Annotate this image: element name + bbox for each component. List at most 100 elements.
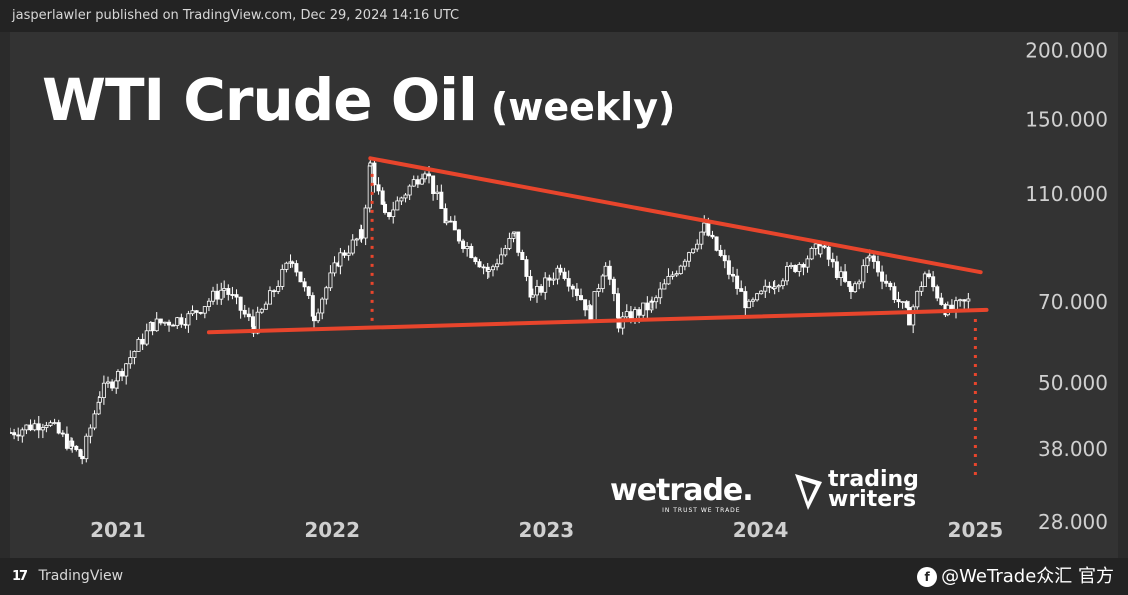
published-header: jasperlawler published on TradingView.co… xyxy=(0,0,1128,32)
candle-body xyxy=(461,240,466,249)
candle-body xyxy=(927,273,932,278)
candle-body xyxy=(534,286,539,296)
candle-body xyxy=(399,197,404,202)
candle-body xyxy=(36,423,41,431)
candle-body xyxy=(530,294,535,298)
candle-body xyxy=(12,432,17,436)
candle-body xyxy=(620,316,625,329)
candle-body xyxy=(776,285,781,288)
candle-body xyxy=(230,294,235,296)
candle-body xyxy=(78,449,83,457)
candle-body xyxy=(255,311,260,334)
candle-body xyxy=(848,286,853,293)
candle-body xyxy=(641,302,646,316)
candle-body xyxy=(763,285,768,292)
candle-body xyxy=(422,173,427,180)
trendline-lower[interactable] xyxy=(206,307,989,335)
candle-body xyxy=(826,246,831,260)
candle-body xyxy=(809,248,814,260)
chart-area[interactable]: 200.000 150.000 110.000 70.000 50.000 38.000 2… xyxy=(10,32,1118,558)
candle-body xyxy=(452,220,457,231)
candle-body xyxy=(650,300,655,303)
candle-body xyxy=(958,299,963,302)
candle-body xyxy=(140,338,145,345)
candle-body xyxy=(843,271,848,282)
price-chart[interactable]: 200.000 150.000 110.000 70.000 50.000 38.000 2… xyxy=(10,32,1118,558)
candle-body xyxy=(469,246,474,259)
candle-body xyxy=(939,297,944,305)
candle-body xyxy=(226,288,231,295)
candle-body xyxy=(735,275,740,289)
candle-body xyxy=(954,300,959,311)
trendline-upper[interactable] xyxy=(368,156,983,275)
candle-body xyxy=(202,306,207,314)
candle-body xyxy=(583,299,588,311)
candle-body xyxy=(415,179,420,185)
candle-body xyxy=(574,288,579,296)
candle-body xyxy=(298,271,303,283)
candle-body xyxy=(755,293,760,301)
candle-body xyxy=(74,445,79,450)
candle-body xyxy=(448,220,453,223)
candle-body xyxy=(110,381,115,389)
candle-body xyxy=(346,252,351,256)
watermark-text: @WeTrade众汇 官方 xyxy=(941,566,1114,587)
candle-body xyxy=(171,324,176,327)
footer-bar: 17 TradingView f @WeTrade众汇 官方 xyxy=(0,558,1128,595)
candle-body xyxy=(892,286,897,300)
candle-body xyxy=(718,249,723,256)
candle-body xyxy=(387,212,392,218)
candle-body xyxy=(222,288,227,291)
candle-body xyxy=(658,288,663,299)
candle-body xyxy=(328,272,333,289)
candle-body xyxy=(830,258,835,263)
candle-body xyxy=(853,283,858,293)
candle-body xyxy=(311,315,316,322)
candle-body xyxy=(302,281,307,288)
candle-body xyxy=(637,309,642,316)
candle-body xyxy=(40,427,45,431)
trading-writers-mark-icon xyxy=(795,474,822,510)
candle-body xyxy=(611,278,616,295)
candle-body xyxy=(511,232,516,239)
trendlines xyxy=(206,156,989,478)
candle-body xyxy=(403,194,408,199)
price-tick-label: 200.000 xyxy=(1025,38,1108,62)
candle-body xyxy=(706,222,711,236)
candle-body xyxy=(516,231,521,253)
time-axis: 2021 2022 2023 2024 2025 xyxy=(90,518,1003,542)
candle-body xyxy=(306,286,311,296)
candle-body xyxy=(211,290,216,302)
candle-body xyxy=(162,321,167,324)
candle-body xyxy=(338,252,343,267)
candle-body xyxy=(682,260,687,267)
price-axis: 200.000 150.000 110.000 70.000 50.000 38.000 2… xyxy=(1025,38,1108,534)
candle-body xyxy=(962,299,967,302)
candle-body xyxy=(499,254,504,265)
price-tick-label: 150.000 xyxy=(1025,107,1108,131)
candle-body xyxy=(60,432,65,435)
candle-body xyxy=(847,281,852,287)
candle-body xyxy=(101,382,106,398)
candle-body xyxy=(190,310,195,315)
candle-body xyxy=(439,191,444,209)
candle-body xyxy=(562,271,567,279)
source-watermark: f @WeTrade众汇 官方 xyxy=(917,558,1114,595)
candle-body xyxy=(935,286,940,299)
candle-body xyxy=(120,371,125,377)
tradingview-brand[interactable]: 17 TradingView xyxy=(12,558,123,595)
candle-body xyxy=(128,357,133,365)
candle-body xyxy=(342,252,347,256)
price-tick-label: 50.000 xyxy=(1038,371,1108,395)
candle-body xyxy=(316,312,321,322)
candle-body xyxy=(520,251,525,261)
candle-body xyxy=(865,257,870,267)
candle-series xyxy=(10,159,971,465)
candle-body xyxy=(238,296,243,311)
candle-body xyxy=(789,264,794,267)
candle-body xyxy=(570,285,575,290)
candle-body xyxy=(32,423,37,431)
candle-body xyxy=(267,290,272,305)
candle-body xyxy=(666,276,671,285)
candle-body xyxy=(150,322,155,332)
